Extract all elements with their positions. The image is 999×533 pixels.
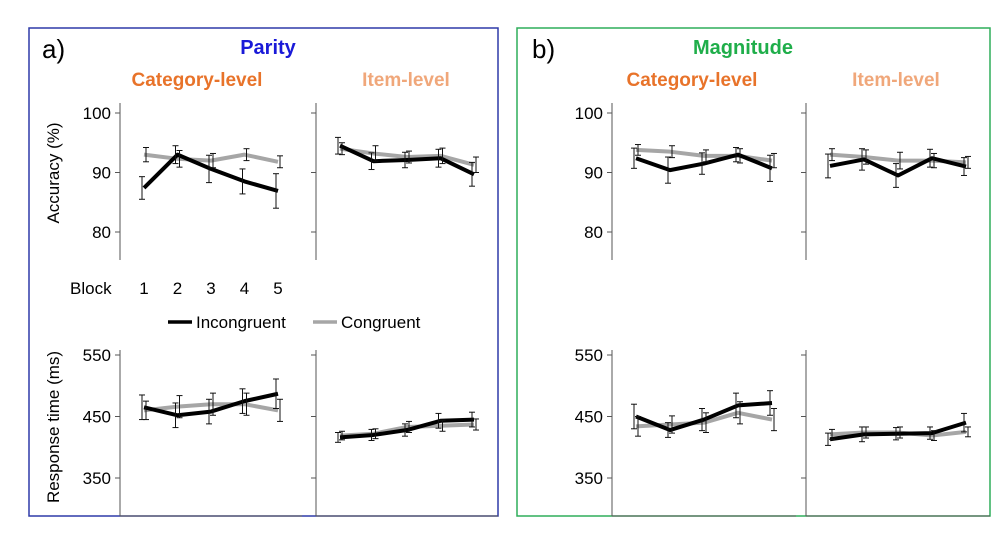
parity-rt-tick-label: 450 [83, 408, 111, 427]
incongruent-series-line [635, 400, 773, 433]
parity-accuracy-tick-label: 80 [92, 223, 111, 242]
incongruent-series-line [635, 152, 773, 173]
incongruent-series-line [829, 420, 967, 442]
congruent-series-line [143, 402, 279, 413]
incongruent-series-line [339, 417, 475, 440]
parity-accuracy-tick-label: 100 [83, 104, 111, 123]
legend-congruent-label: Congruent [341, 313, 421, 332]
parity-rt-axis-label: Response time (ms) [44, 351, 63, 503]
parity-category-level-title: Category-level [132, 70, 263, 91]
magnitude-panel-frame [516, 27, 991, 517]
block-axis-label: Block [70, 279, 112, 298]
magnitude-title: Magnitude [693, 37, 793, 59]
block-tick-label: 2 [173, 279, 182, 298]
magnitude-rt-tick-label: 350 [575, 469, 603, 488]
incongruent-series-line [142, 152, 279, 193]
magnitude-item-level-title: Item-level [852, 70, 940, 91]
parity-panel-frame [28, 27, 499, 517]
block-tick-label: 5 [273, 279, 282, 298]
block-tick-label: 3 [206, 279, 215, 298]
legend-incongruent-label: Incongruent [196, 313, 286, 332]
parity-accuracy-tick-label: 90 [92, 164, 111, 183]
incongruent-series-line [339, 143, 475, 177]
block-tick-label: 4 [240, 279, 249, 298]
incongruent-series-line [143, 391, 279, 418]
block-tick-label: 1 [139, 279, 148, 298]
congruent-series-line [143, 152, 279, 164]
panel-a-letter: a) [42, 34, 65, 64]
magnitude-category-level-title: Category-level [627, 70, 758, 91]
magnitude-accuracy-tick-label: 90 [584, 164, 603, 183]
magnitude-accuracy-tick-label: 80 [584, 223, 603, 242]
congruent-series-line [339, 146, 475, 167]
incongruent-series-line [829, 156, 967, 178]
parity-rt-tick-label: 550 [83, 346, 111, 365]
panel-b-letter: b) [532, 34, 555, 64]
legend: Incongruent Congruent [168, 313, 421, 332]
parity-rt-tick-label: 350 [83, 469, 111, 488]
parity-accuracy-axis-label: Accuracy (%) [44, 122, 63, 223]
parity-title: Parity [240, 37, 296, 59]
parity-item-level-title: Item-level [362, 70, 450, 91]
magnitude-rt-tick-label: 450 [575, 408, 603, 427]
magnitude-rt-tick-label: 550 [575, 346, 603, 365]
magnitude-accuracy-tick-label: 100 [575, 104, 603, 123]
